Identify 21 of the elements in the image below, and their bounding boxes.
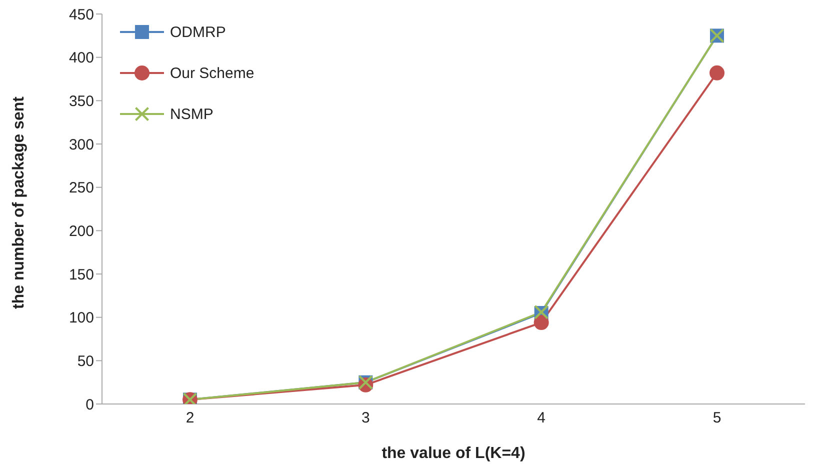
x-axis-title: the value of L(K=4) — [382, 445, 526, 462]
y-tick-label: 100 — [68, 310, 94, 327]
point — [710, 65, 724, 80]
legend-label: Our Scheme — [170, 64, 254, 82]
y-tick-label: 50 — [77, 352, 94, 370]
x-tick-label: 5 — [712, 410, 722, 427]
y-tick-label: 0 — [86, 396, 94, 414]
y-axis-title: the number of package sent — [10, 96, 28, 309]
point — [534, 315, 549, 330]
x-tick-label: 3 — [361, 410, 370, 427]
legend-label: ODMRP — [170, 24, 226, 40]
y-tick-label: 400 — [68, 50, 94, 67]
y-tick-label: 150 — [68, 266, 94, 284]
y-tick-label: 450 — [68, 6, 94, 24]
y-tick-label: 200 — [68, 222, 94, 240]
y-tick-label: 350 — [68, 92, 94, 110]
x-tick-label: 2 — [186, 410, 194, 427]
y-tick-label: 300 — [68, 136, 94, 154]
x-tick-label: 4 — [537, 410, 546, 427]
y-tick-label: 250 — [68, 180, 94, 197]
legend-label: NSMP — [170, 106, 214, 122]
